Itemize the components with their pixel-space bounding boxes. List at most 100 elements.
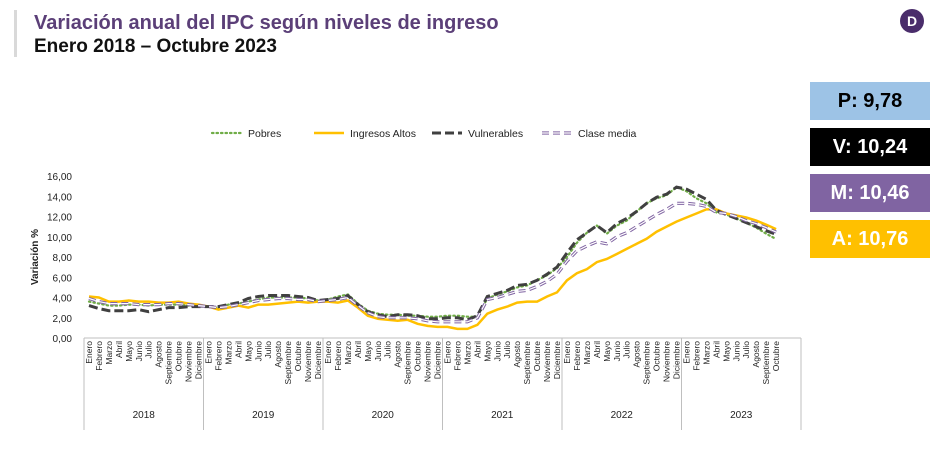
y-tick-label: 14,00 [47,192,72,203]
y-tick-label: 12,00 [47,213,72,224]
x-tick-label: Diciembre [552,341,562,380]
x-tick-label: Julio [741,341,751,359]
x-tick-label: Febrero [452,341,462,371]
legend-label: Vulnerables [468,128,523,140]
x-tick-label: Mayo [602,341,612,362]
x-tick-label: Septiembre [761,341,771,385]
series-line-ingresos-altos [88,208,777,331]
x-tick-label: Septiembre [403,341,413,385]
x-tick-label: Mayo [482,341,492,362]
x-tick-label: Enero [562,341,572,364]
x-tick-label: Julio [263,341,273,359]
x-tick-label: Julio [144,341,154,359]
x-tick-label: Octubre [174,341,184,372]
y-tick-label: 16,00 [47,172,72,183]
brand-logo: D [900,9,924,33]
y-tick-label: 2,00 [53,314,73,325]
x-tick-label: Octubre [293,341,303,372]
x-tick-label: Diciembre [433,341,443,380]
year-label: 2023 [730,410,753,421]
x-tick-label: Febrero [333,341,343,371]
x-tick-label: Junio [373,341,383,362]
year-label: 2021 [491,410,514,421]
x-tick-label: Septiembre [522,341,532,385]
year-label: 2018 [133,410,156,421]
x-tick-label: Diciembre [313,341,323,380]
x-tick-label: Enero [203,341,213,364]
x-tick-label: Abril [233,341,243,358]
series-line-clase-media-inner [88,202,777,323]
year-label: 2019 [252,410,275,421]
series-line-vulnerables [88,185,777,322]
x-tick-label: Mayo [124,341,134,362]
x-tick-label: Noviembre [303,341,313,382]
x-tick-label: Enero [323,341,333,364]
legend-label: Clase media [578,128,637,140]
x-tick-label: Agosto [154,341,164,368]
legend-label: Pobres [248,128,281,140]
x-tick-label: Abril [592,341,602,358]
x-tick-label: Noviembre [542,341,552,382]
x-tick-label: Septiembre [642,341,652,385]
x-tick-label: Enero [84,341,94,364]
series-line-clase-media [88,201,777,324]
x-tick-label: Agosto [632,341,642,368]
x-tick-label: Marzo [223,341,233,365]
x-tick-label: Octubre [652,341,662,372]
x-tick-label: Abril [711,341,721,358]
x-tick-label: Enero [442,341,452,364]
x-tick-label: Abril [353,341,363,358]
x-tick-label: Febrero [691,341,701,371]
chart-title: Variación anual del IPC según niveles de… [34,12,499,34]
year-label: 2022 [611,410,634,421]
x-tick-label: Agosto [273,341,283,368]
x-tick-label: Octubre [532,341,542,372]
x-tick-label: Agosto [393,341,403,368]
year-label: 2020 [372,410,395,421]
chart-subtitle: Enero 2018 – Octubre 2023 [34,36,277,57]
x-tick-label: Mayo [363,341,373,362]
y-tick-label: 0,00 [53,334,73,345]
x-tick-label: Noviembre [423,341,433,382]
x-tick-label: Marzo [701,341,711,365]
y-tick-label: 10,00 [47,233,72,244]
x-tick-label: Junio [612,341,622,362]
x-tick-label: Julio [502,341,512,359]
x-tick-label: Agosto [512,341,522,368]
badge-vulnerables: V: 10,24 [810,128,930,166]
y-axis-label: Variación % [30,229,41,285]
x-tick-label: Abril [114,341,124,358]
y-tick-label: 4,00 [53,294,73,305]
x-tick-label: Mayo [721,341,731,362]
x-tick-label: Marzo [343,341,353,365]
x-tick-label: Junio [731,341,741,362]
x-tick-label: Septiembre [283,341,293,385]
x-tick-label: Agosto [751,341,761,368]
series-line-pobres [87,185,778,318]
title-accent-bar [14,10,17,57]
x-tick-label: Septiembre [164,341,174,385]
x-tick-label: Diciembre [672,341,682,380]
x-tick-label: Octubre [413,341,423,372]
x-tick-label: Marzo [462,341,472,365]
x-tick-label: Julio [383,341,393,359]
x-tick-label: Junio [253,341,263,362]
x-tick-label: Febrero [94,341,104,371]
x-tick-label: Febrero [572,341,582,371]
x-tick-label: Noviembre [184,341,194,382]
y-tick-label: 6,00 [53,273,73,284]
x-tick-label: Noviembre [662,341,672,382]
y-tick-label: 8,00 [53,253,73,264]
x-tick-label: Junio [492,341,502,362]
x-tick-label: Marzo [582,341,592,365]
x-tick-label: Octubre [771,341,781,372]
x-tick-label: Mayo [243,341,253,362]
x-tick-label: Diciembre [194,341,204,380]
x-tick-label: Febrero [213,341,223,371]
x-tick-label: Enero [681,341,691,364]
x-tick-label: Abril [472,341,482,358]
legend-label: Ingresos Altos [350,128,416,140]
badge-pobres: P: 9,78 [810,82,930,120]
x-tick-label: Julio [622,341,632,359]
